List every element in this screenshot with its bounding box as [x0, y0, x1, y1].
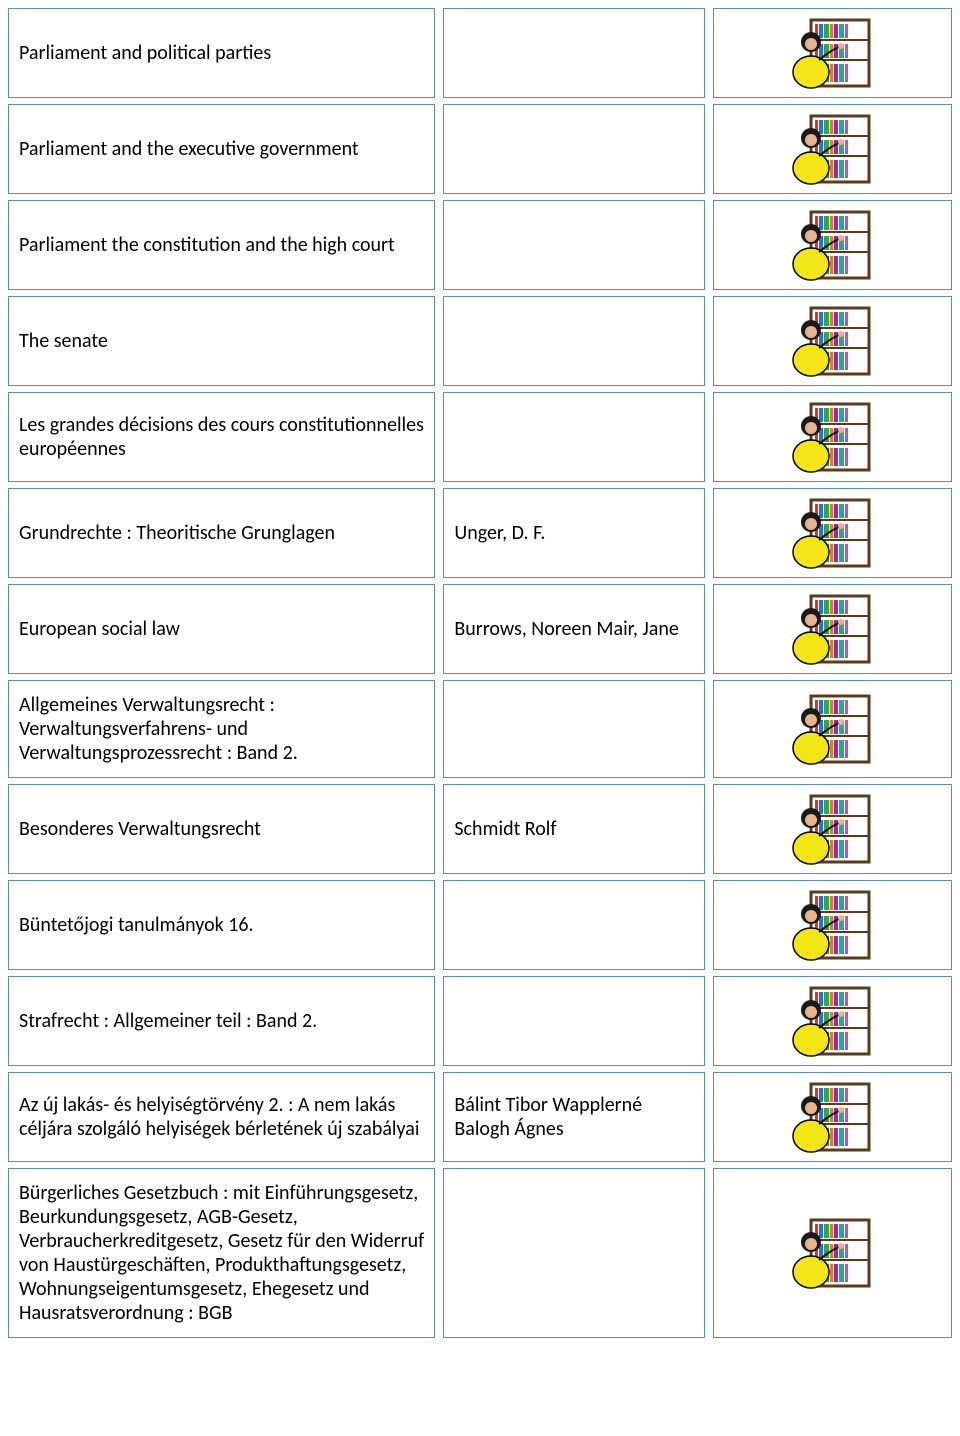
librarian-bookshelf-icon — [791, 208, 873, 282]
author-cell — [443, 104, 704, 194]
table-row: Strafrecht : Allgemeiner teil : Band 2. — [8, 976, 952, 1066]
librarian-bookshelf-icon — [791, 16, 873, 90]
librarian-bookshelf-icon — [791, 792, 873, 866]
icon-cell — [713, 200, 952, 290]
title-cell: European social law — [8, 584, 435, 674]
author-cell — [443, 976, 704, 1066]
table-row: Büntetőjogi tanulmányok 16. — [8, 880, 952, 970]
table-row: Parliament the constitution and the high… — [8, 200, 952, 290]
icon-cell — [713, 392, 952, 482]
catalog-table: Parliament and political parties Parliam… — [8, 8, 952, 1338]
icon-cell — [713, 680, 952, 778]
title-cell: Parliament the constitution and the high… — [8, 200, 435, 290]
icon-cell — [713, 488, 952, 578]
title-cell: Strafrecht : Allgemeiner teil : Band 2. — [8, 976, 435, 1066]
title-cell: Allgemeines Verwaltungsrecht : Verwaltun… — [8, 680, 435, 778]
title-cell: Besonderes Verwaltungsrecht — [8, 784, 435, 874]
librarian-bookshelf-icon — [791, 496, 873, 570]
table-row: Allgemeines Verwaltungsrecht : Verwaltun… — [8, 680, 952, 778]
librarian-bookshelf-icon — [791, 592, 873, 666]
librarian-bookshelf-icon — [791, 692, 873, 766]
author-cell — [443, 392, 704, 482]
author-cell — [443, 680, 704, 778]
title-cell: Büntetőjogi tanulmányok 16. — [8, 880, 435, 970]
author-cell: Schmidt Rolf — [443, 784, 704, 874]
librarian-bookshelf-icon — [791, 984, 873, 1058]
title-cell: Parliament and political parties — [8, 8, 435, 98]
author-cell: Bálint Tibor Wapplerné Balogh Ágnes — [443, 1072, 704, 1162]
table-row: Az új lakás- és helyiségtörvény 2. : A n… — [8, 1072, 952, 1162]
title-cell: Parliament and the executive government — [8, 104, 435, 194]
table-row: Besonderes VerwaltungsrechtSchmidt Rolf — [8, 784, 952, 874]
author-cell — [443, 8, 704, 98]
author-cell: Unger, D. F. — [443, 488, 704, 578]
author-cell: Burrows, Noreen Mair, Jane — [443, 584, 704, 674]
author-cell — [443, 880, 704, 970]
librarian-bookshelf-icon — [791, 1080, 873, 1154]
icon-cell — [713, 1072, 952, 1162]
table-row: European social lawBurrows, Noreen Mair,… — [8, 584, 952, 674]
icon-cell — [713, 584, 952, 674]
librarian-bookshelf-icon — [791, 1216, 873, 1290]
table-row: Les grandes décisions des cours constitu… — [8, 392, 952, 482]
title-cell: Les grandes décisions des cours constitu… — [8, 392, 435, 482]
title-cell: The senate — [8, 296, 435, 386]
author-cell — [443, 200, 704, 290]
librarian-bookshelf-icon — [791, 112, 873, 186]
title-cell: Az új lakás- és helyiségtörvény 2. : A n… — [8, 1072, 435, 1162]
author-cell — [443, 1168, 704, 1338]
title-cell: Bürgerliches Gesetzbuch : mit Einführung… — [8, 1168, 435, 1338]
table-row: Bürgerliches Gesetzbuch : mit Einführung… — [8, 1168, 952, 1338]
icon-cell — [713, 1168, 952, 1338]
table-row: Parliament and political parties — [8, 8, 952, 98]
icon-cell — [713, 104, 952, 194]
author-cell — [443, 296, 704, 386]
icon-cell — [713, 8, 952, 98]
title-cell: Grundrechte : Theoritische Grunglagen — [8, 488, 435, 578]
librarian-bookshelf-icon — [791, 400, 873, 474]
icon-cell — [713, 296, 952, 386]
table-row: Parliament and the executive government — [8, 104, 952, 194]
icon-cell — [713, 976, 952, 1066]
librarian-bookshelf-icon — [791, 888, 873, 962]
icon-cell — [713, 880, 952, 970]
librarian-bookshelf-icon — [791, 304, 873, 378]
table-row: The senate — [8, 296, 952, 386]
icon-cell — [713, 784, 952, 874]
table-row: Grundrechte : Theoritische GrunglagenUng… — [8, 488, 952, 578]
